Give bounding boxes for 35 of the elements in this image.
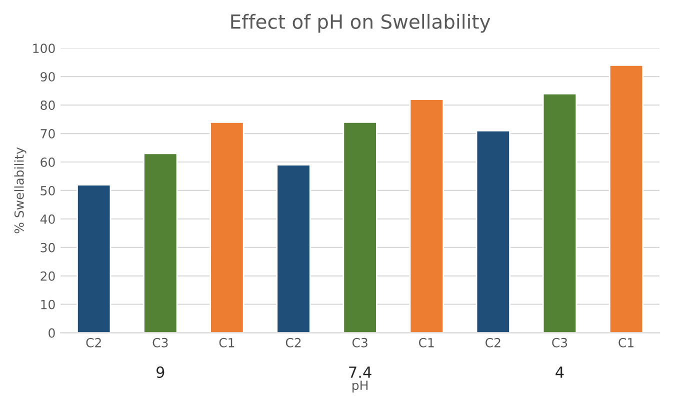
x-tick-label: C1	[219, 338, 234, 348]
bar	[342, 121, 378, 333]
x-tick-label: C3	[152, 338, 168, 348]
x-tick-label: C2	[486, 338, 500, 348]
x-tick-label: C1	[418, 338, 434, 348]
y-tick-label: 0	[48, 328, 55, 338]
bar	[210, 121, 244, 333]
bar	[476, 130, 510, 333]
text: 9	[156, 366, 164, 378]
x-axis-title: pH	[352, 380, 368, 392]
bar	[76, 184, 112, 333]
text: 7.4	[349, 366, 372, 378]
y-tick-label: 10	[41, 300, 55, 310]
bar	[608, 64, 644, 333]
bar	[143, 152, 178, 333]
bar	[542, 92, 578, 333]
bar	[409, 98, 444, 333]
y-tick-label: 20	[40, 271, 55, 281]
y-tick-label: 60	[40, 157, 55, 167]
x-tick-label: C2	[286, 338, 301, 348]
x-tick-label: C3	[552, 338, 568, 348]
y-tick-label: 90	[40, 72, 55, 82]
y-tick-label: 80	[40, 100, 55, 110]
x-tick-label: C3	[352, 338, 368, 348]
x-tick-label: C2	[86, 338, 101, 348]
bar	[276, 164, 311, 333]
y-tick-label: 70	[40, 129, 55, 138]
y-tick-label: 100	[33, 44, 55, 54]
text: 4	[556, 366, 564, 378]
y-axis-title: % Swellability	[14, 147, 26, 234]
x-tick-label: C1	[618, 338, 634, 348]
y-tick-label: 50	[40, 186, 55, 196]
y-tick-label: 40	[40, 214, 55, 224]
chart-title: Effect of pH on Swellability	[231, 14, 490, 33]
y-tick-label: 30	[40, 242, 55, 252]
